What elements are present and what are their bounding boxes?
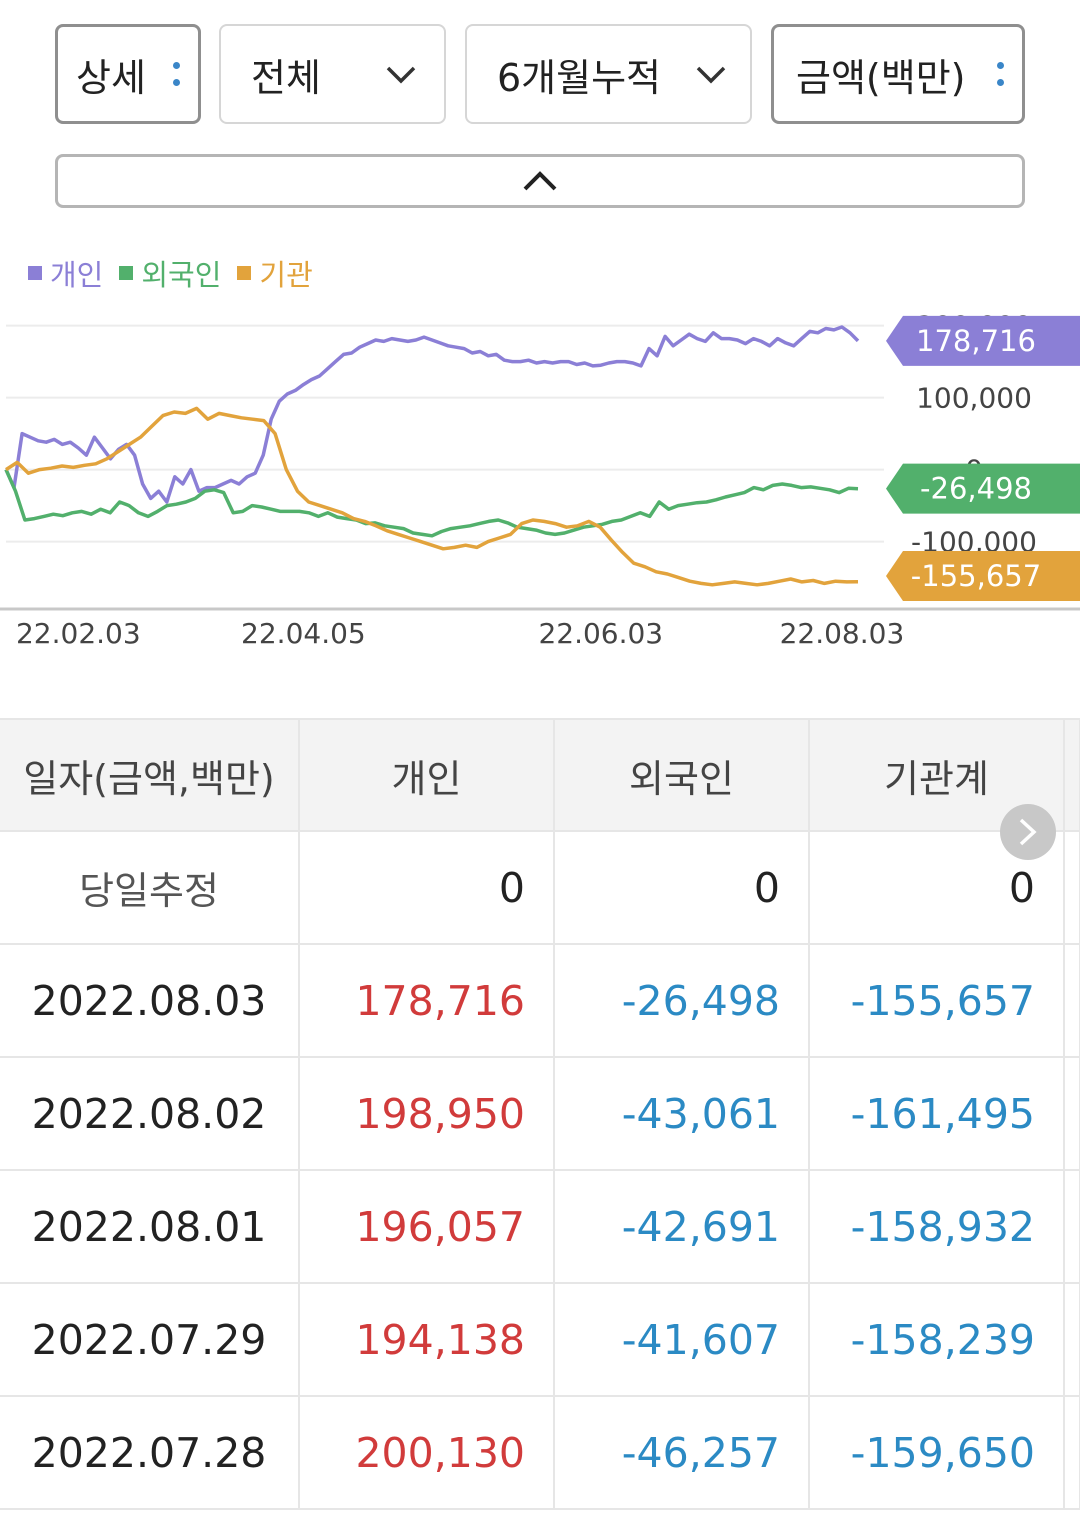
period-dropdown[interactable]: 6개월누적 xyxy=(465,24,752,124)
x-axis-labels: 22.02.03 22.04.05 22.06.03 22.08.03 xyxy=(16,617,904,650)
today-label: 당일추정 xyxy=(0,831,300,945)
table-row: 2022.07.29 194,138 -41,607 -158,239 xyxy=(0,1283,1080,1397)
scope-dropdown-label: 전체 xyxy=(251,55,321,100)
detail-filter-label: 상세 xyxy=(76,55,146,100)
foreign-value: -46,257 xyxy=(554,1396,810,1510)
legend-swatch xyxy=(119,266,134,280)
investor-trend-chart: 200,000100,0000-100,000 22.02.0322.04.05… xyxy=(0,310,1080,650)
last-value-tag: -155,657 xyxy=(886,551,1080,601)
foreign-value: -41,607 xyxy=(554,1283,810,1397)
legend-item-institution[interactable]: 기관 xyxy=(237,252,313,294)
column-header-more xyxy=(1064,718,1080,832)
table-row: 2022.08.03 178,716 -26,498 -155,657 xyxy=(0,944,1080,1058)
unit-filter-button[interactable]: 금액(백만) xyxy=(771,24,1025,124)
chevron-right-icon xyxy=(1019,818,1037,846)
kebab-icon xyxy=(173,62,180,86)
scope-dropdown[interactable]: 전체 xyxy=(219,24,446,124)
last-value-label: 178,716 xyxy=(916,324,1036,358)
legend-label: 외국인 xyxy=(141,258,222,292)
individual-value: 198,950 xyxy=(299,1057,555,1171)
collapse-filters-button[interactable] xyxy=(55,154,1025,208)
date-cell: 2022.08.01 xyxy=(0,1170,300,1284)
legend-label: 기관 xyxy=(259,258,313,292)
last-value-tag: -26,498 xyxy=(886,463,1080,514)
x-tick-label: 22.06.03 xyxy=(538,617,663,650)
legend-item-individual[interactable]: 개인 xyxy=(28,252,103,294)
legend-swatch xyxy=(237,266,252,280)
individual-value: 178,716 xyxy=(299,944,555,1058)
foreign-value: -43,061 xyxy=(554,1057,810,1171)
chevron-down-icon xyxy=(696,66,726,84)
kebab-icon xyxy=(997,62,1004,86)
chevron-up-icon xyxy=(523,171,557,191)
table-header-row: 일자(금액,백만) 개인 외국인 기관계 xyxy=(0,718,1080,832)
foreign-value: 0 xyxy=(554,831,810,945)
date-cell: 2022.07.29 xyxy=(0,1283,300,1397)
investor-table: 일자(금액,백만) 개인 외국인 기관계 당일추정 0 0 0 2022.08.… xyxy=(0,718,1080,1510)
table-row: 2022.07.28 200,130 -46,257 -159,650 xyxy=(0,1396,1080,1510)
last-value-label: -26,498 xyxy=(920,472,1032,506)
last-value-tag-bg xyxy=(886,315,1080,366)
series-line-외국인 xyxy=(4,468,859,538)
individual-value: 194,138 xyxy=(299,1283,555,1397)
institution-value: -158,932 xyxy=(809,1170,1065,1284)
detail-filter-button[interactable]: 상세 xyxy=(55,24,201,124)
date-cell: 2022.07.28 xyxy=(0,1396,300,1510)
last-value-tags: 178,716 -26,498 -155,657 xyxy=(886,315,1080,601)
column-header-foreign: 외국인 xyxy=(554,718,810,832)
chart-grid xyxy=(6,324,884,543)
last-value-tag: 178,716 xyxy=(886,315,1080,366)
column-header-individual: 개인 xyxy=(299,718,555,832)
legend-item-foreign[interactable]: 외국인 xyxy=(119,252,221,294)
individual-value: 0 xyxy=(299,831,555,945)
table-row: 2022.08.01 196,057 -42,691 -158,932 xyxy=(0,1170,1080,1284)
legend-swatch xyxy=(28,266,42,280)
table-row-today: 당일추정 0 0 0 xyxy=(0,831,1080,945)
x-tick-label: 22.08.03 xyxy=(780,617,905,650)
period-dropdown-label: 6개월누적 xyxy=(497,55,662,100)
legend-label: 개인 xyxy=(50,258,104,292)
foreign-value: -42,691 xyxy=(554,1170,810,1284)
last-value-tag-bg xyxy=(886,463,1080,514)
individual-value: 200,130 xyxy=(299,1396,555,1510)
institution-value: -158,239 xyxy=(809,1283,1065,1397)
scroll-right-button[interactable] xyxy=(1000,804,1056,860)
institution-value: -155,657 xyxy=(809,944,1065,1058)
table-row: 2022.08.02 198,950 -43,061 -161,495 xyxy=(0,1057,1080,1171)
x-tick-label: 22.02.03 xyxy=(16,617,141,650)
series-line-개인 xyxy=(4,325,860,504)
foreign-value: -26,498 xyxy=(554,944,810,1058)
column-header-date: 일자(금액,백만) xyxy=(0,718,300,832)
chevron-down-icon xyxy=(386,66,416,84)
y-tick-label: 100,000 xyxy=(916,382,1032,415)
date-cell: 2022.08.02 xyxy=(0,1057,300,1171)
institution-value: -161,495 xyxy=(809,1057,1065,1171)
x-tick-label: 22.04.05 xyxy=(241,617,366,650)
series-line-기관 xyxy=(5,406,859,587)
chart-lines xyxy=(4,325,860,587)
unit-filter-label: 금액(백만) xyxy=(796,55,966,100)
institution-value: -159,650 xyxy=(809,1396,1065,1510)
last-value-label: -155,657 xyxy=(911,559,1041,593)
date-cell: 2022.08.03 xyxy=(0,944,300,1058)
individual-value: 196,057 xyxy=(299,1170,555,1284)
chart-legend: 개인 외국인 기관 xyxy=(28,252,313,294)
last-value-tag-bg xyxy=(886,551,1080,601)
